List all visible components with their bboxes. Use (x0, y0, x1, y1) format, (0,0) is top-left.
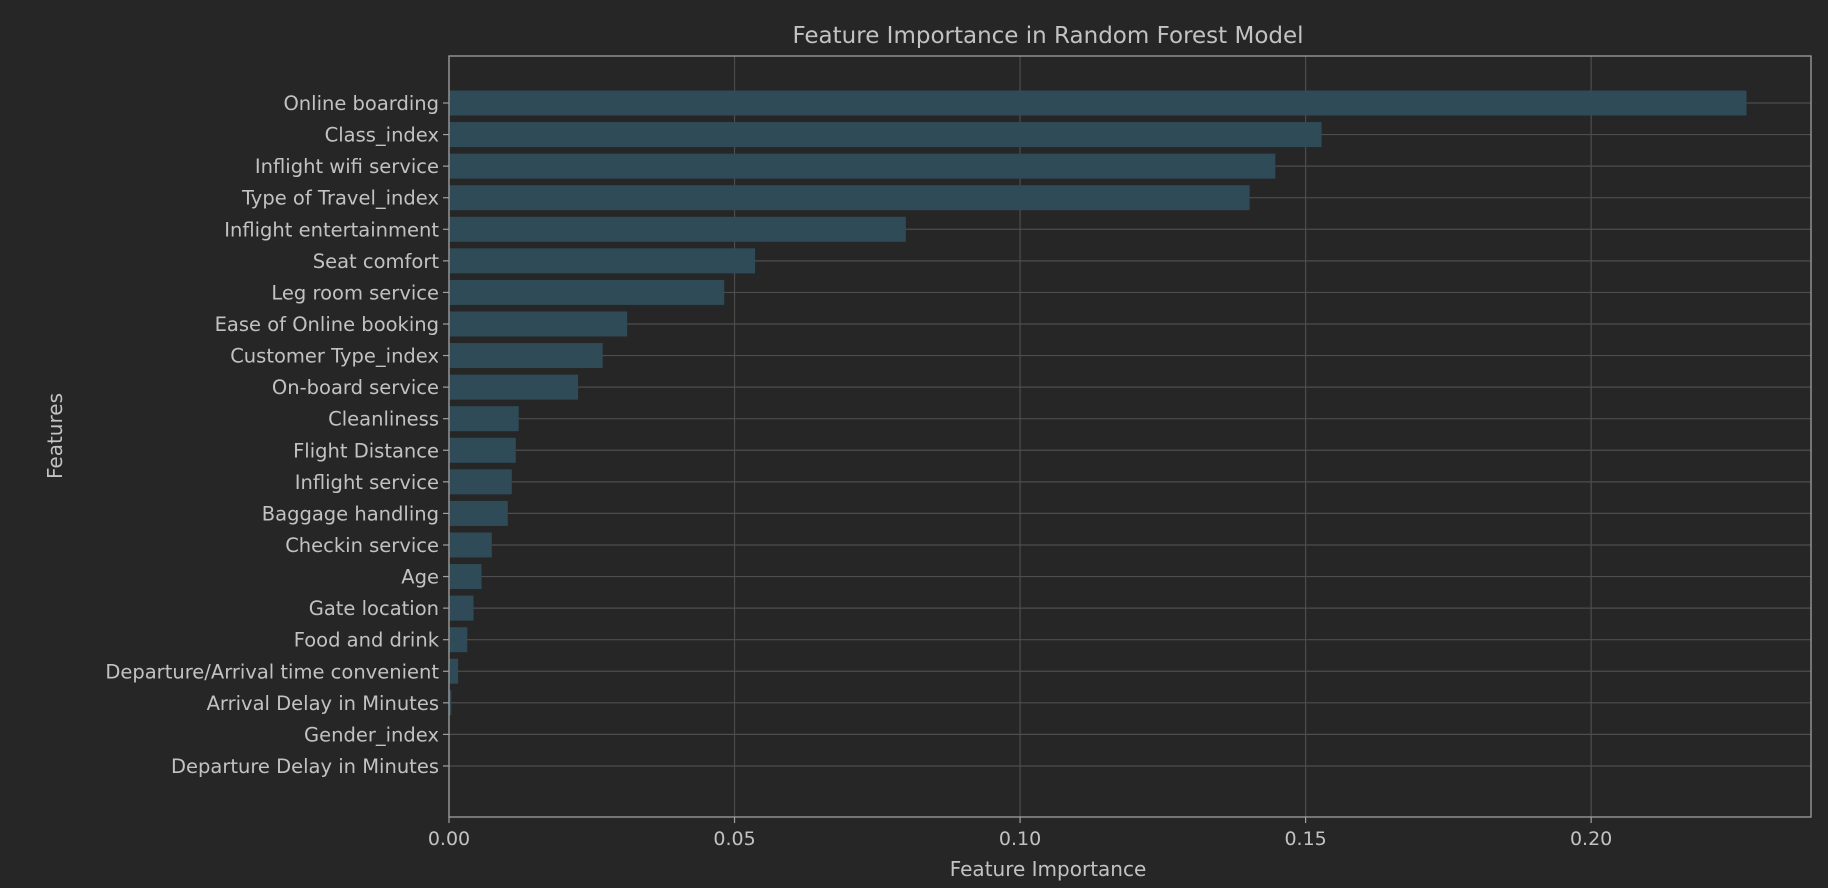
y-tick-label: Inflight service (295, 471, 439, 494)
bar (449, 343, 603, 369)
y-tick-label: Inflight entertainment (224, 218, 439, 241)
y-tick-label: Online boarding (283, 92, 439, 115)
bar (449, 311, 628, 337)
bar (449, 216, 906, 242)
bar (449, 500, 508, 526)
y-tick-label: Baggage handling (262, 502, 439, 525)
x-tick-label: 0.00 (428, 828, 470, 850)
bar (449, 122, 1322, 148)
y-tick-label: Leg room service (271, 281, 439, 304)
x-tick-label: 0.20 (1570, 828, 1612, 850)
y-tick-label: Cleanliness (328, 408, 439, 431)
bar (449, 532, 492, 558)
x-axis-label: Feature Importance (950, 857, 1147, 881)
plot-frame (448, 55, 1812, 818)
x-tick-label: 0.05 (713, 828, 755, 850)
bar (449, 90, 1747, 116)
bar (449, 627, 468, 653)
bar (449, 374, 579, 400)
bar (449, 248, 756, 274)
bar (449, 469, 512, 495)
bar (449, 185, 1250, 211)
y-tick-labels: Online boarding Class_index Inflight wifi … (105, 92, 449, 778)
y-tick-label: Food and drink (294, 629, 440, 652)
y-tick-label: Type of Travel_index (241, 187, 439, 210)
y-tick-label: On-board service (272, 376, 439, 399)
bar (449, 437, 516, 463)
bar (449, 690, 452, 716)
y-tick-label: Gate location (309, 597, 439, 620)
bar (449, 595, 474, 621)
x-tick-label: 0.15 (1284, 828, 1326, 850)
x-tick-labels: 0.00 0.05 0.10 0.15 0.20 (428, 817, 1612, 850)
y-tick-label: Ease of Online booking (215, 313, 439, 336)
y-tick-label: Customer Type_index (230, 345, 439, 368)
bar (449, 406, 519, 432)
y-tick-label: Departure Delay in Minutes (171, 755, 439, 778)
y-tick-label: Departure/Arrival time convenient (105, 660, 439, 683)
y-tick-label: Checkin service (285, 534, 439, 557)
x-tick-label: 0.10 (999, 828, 1041, 850)
y-tick-label: Arrival Delay in Minutes (207, 692, 439, 715)
y-tick-label: Class_index (325, 124, 439, 147)
bar-layer (449, 90, 1747, 779)
bar (449, 658, 459, 684)
y-tick-label: Inflight wifi service (255, 155, 439, 178)
y-axis-label: Features (43, 393, 67, 479)
y-tick-label: Seat comfort (313, 250, 440, 273)
bar (449, 153, 1276, 179)
chart-title: Feature Importance in Random Forest Mode… (792, 23, 1303, 49)
bar (449, 564, 482, 590)
y-tick-label: Flight Distance (293, 439, 439, 462)
y-tick-label: Gender_index (304, 723, 439, 746)
y-tick-label: Age (401, 566, 439, 589)
bar (449, 279, 725, 305)
